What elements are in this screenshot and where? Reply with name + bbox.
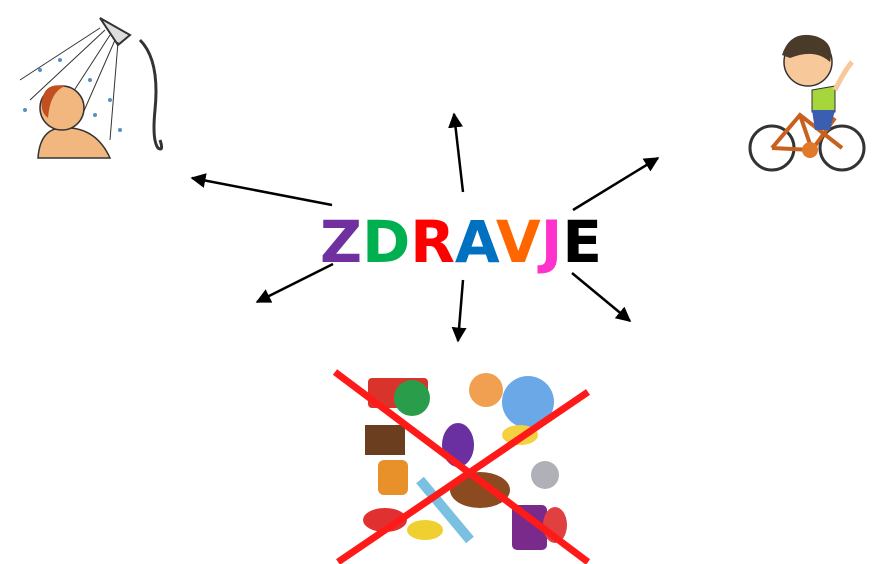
letter: D [362, 208, 410, 276]
letter: J [537, 208, 563, 276]
cyclist-illustration [750, 35, 864, 170]
shower-illustration [20, 18, 162, 158]
letter: R [410, 208, 455, 276]
letter: Z [320, 208, 362, 276]
arrow [454, 114, 463, 192]
arrow [573, 158, 658, 210]
diagram: ZDRAVJE [0, 0, 893, 564]
arrow [572, 273, 630, 321]
letter: E [562, 208, 602, 276]
letter: A [455, 208, 500, 276]
arrow [458, 280, 463, 341]
arrow [192, 178, 332, 205]
candy-illustration [335, 372, 588, 562]
center-word: ZDRAVJE [320, 208, 602, 276]
letter: V [496, 208, 541, 276]
